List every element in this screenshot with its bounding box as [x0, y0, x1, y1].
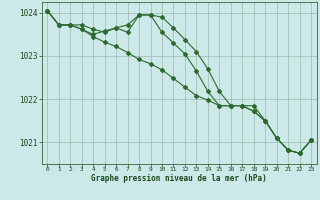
X-axis label: Graphe pression niveau de la mer (hPa): Graphe pression niveau de la mer (hPa)	[91, 174, 267, 183]
